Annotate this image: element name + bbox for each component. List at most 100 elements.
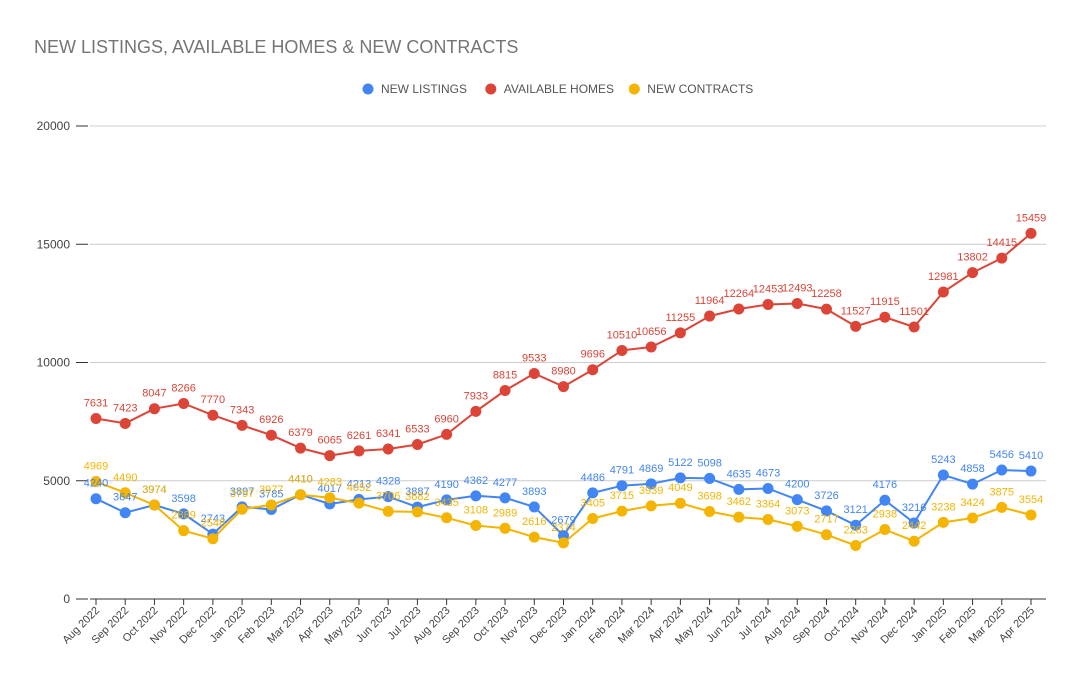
point-new-contracts-mar-2023	[295, 489, 307, 501]
point-new-contracts-nov-2023	[528, 531, 540, 543]
data-label-new-contracts-oct-2022: 3974	[142, 484, 166, 496]
data-label-new-listings-sep-2024: 3726	[814, 490, 838, 502]
point-new-contracts-aug-2023	[441, 512, 453, 524]
data-label-available-homes-apr-2024: 11255	[665, 312, 695, 324]
data-label-new-listings-may-2023: 4213	[347, 478, 371, 490]
point-available-homes-aug-2022	[90, 413, 102, 425]
data-label-available-homes-jan-2023: 7343	[230, 404, 254, 416]
point-new-listings-dec-2024	[908, 517, 920, 529]
point-new-contracts-jul-2024	[762, 513, 774, 525]
point-available-homes-nov-2024	[879, 311, 891, 323]
data-label-available-homes-nov-2024: 11915	[870, 296, 900, 308]
point-available-homes-apr-2025	[1025, 227, 1037, 239]
point-new-listings-jul-2024	[762, 482, 774, 494]
data-label-new-listings-jan-2024: 4486	[580, 472, 604, 484]
data-label-available-homes-dec-2022: 7770	[201, 394, 225, 406]
point-new-listings-nov-2022	[178, 508, 190, 520]
data-label-new-contracts-may-2024: 3698	[697, 491, 721, 503]
data-label-new-listings-mar-2024: 4869	[639, 463, 663, 475]
data-label-new-contracts-feb-2023: 3977	[259, 484, 283, 496]
point-available-homes-apr-2024	[674, 327, 686, 339]
data-label-new-contracts-may-2023: 4052	[347, 482, 371, 494]
point-available-homes-dec-2023	[558, 381, 569, 393]
legend-label-new-contracts: NEW CONTRACTS	[647, 82, 753, 96]
point-available-homes-feb-2024	[616, 344, 628, 356]
data-label-new-contracts-jun-2023: 3706	[376, 490, 400, 502]
point-new-listings-sep-2023	[470, 490, 482, 502]
data-label-new-contracts-feb-2025: 3424	[960, 497, 984, 509]
point-new-listings-aug-2022	[90, 493, 102, 505]
point-new-contracts-nov-2022	[178, 525, 190, 537]
data-label-new-contracts-oct-2024: 2263	[843, 524, 867, 536]
data-label-new-listings-jul-2023: 3887	[405, 486, 429, 498]
point-new-contracts-jun-2023	[382, 505, 394, 517]
point-available-homes-mar-2024	[645, 341, 657, 353]
data-label-available-homes-feb-2023: 6926	[259, 414, 283, 426]
point-available-homes-jan-2024	[587, 364, 599, 376]
point-new-listings-oct-2024	[850, 519, 862, 531]
point-new-listings-sep-2022	[119, 507, 131, 519]
data-label-new-contracts-mar-2024: 3939	[639, 485, 663, 497]
point-new-listings-aug-2024	[791, 494, 803, 506]
data-label-new-listings-oct-2024: 3121	[843, 504, 867, 516]
point-new-contracts-oct-2023	[499, 522, 511, 534]
data-label-available-homes-nov-2022: 8266	[171, 383, 195, 395]
gridlines	[90, 125, 1046, 600]
data-label-new-contracts-jul-2023: 3682	[405, 491, 429, 503]
data-label-new-contracts-jan-2024: 3405	[580, 497, 604, 509]
point-new-contracts-apr-2025	[1025, 509, 1037, 521]
data-label-available-homes-feb-2024: 10510	[607, 329, 638, 341]
legend: NEW LISTINGS AVAILABLE HOMES NEW CONTRACTS	[362, 82, 753, 96]
point-new-contracts-jan-2024	[587, 512, 599, 524]
point-available-homes-apr-2023	[324, 450, 336, 462]
data-label-available-homes-jan-2025: 12981	[928, 271, 959, 283]
point-available-homes-jan-2025	[937, 286, 949, 298]
data-label-available-homes-mar-2025: 14415	[986, 237, 1017, 249]
data-label-new-listings-mar-2025: 5456	[990, 449, 1014, 461]
data-label-new-listings-apr-2024: 5122	[668, 457, 692, 469]
data-label-available-homes-oct-2023: 8815	[493, 370, 517, 382]
data-label-new-listings-mar-2023: 4410	[288, 474, 312, 486]
data-label-new-contracts-aug-2023: 3435	[434, 497, 458, 509]
y-tick-label-15000: 15000	[37, 237, 71, 251]
data-label-available-homes-mar-2023: 6379	[288, 427, 312, 439]
point-available-homes-jul-2023	[411, 438, 423, 450]
series-layer	[90, 227, 1037, 551]
data-label-new-contracts-aug-2024: 3073	[785, 505, 809, 517]
point-new-contracts-dec-2022	[207, 533, 219, 545]
point-available-homes-mar-2023	[295, 442, 307, 454]
data-label-new-listings-sep-2023: 4362	[464, 475, 488, 487]
point-available-homes-feb-2023	[265, 429, 277, 441]
data-label-available-homes-jul-2023: 6533	[405, 423, 429, 435]
data-label-new-listings-jun-2024: 4635	[727, 468, 751, 480]
data-label-available-homes-oct-2022: 8047	[142, 388, 166, 400]
legend-label-new-listings: NEW LISTINGS	[381, 82, 467, 96]
point-new-contracts-feb-2025	[967, 512, 979, 524]
data-label-available-homes-aug-2022: 7631	[84, 398, 108, 410]
data-label-new-listings-nov-2022: 3598	[171, 493, 195, 505]
point-available-homes-sep-2023	[470, 405, 482, 417]
data-label-new-contracts-dec-2023: 2374	[551, 522, 575, 534]
data-label-new-contracts-apr-2023: 4283	[318, 477, 342, 489]
data-label-available-homes-jun-2024: 12264	[724, 288, 755, 300]
data-label-available-homes-aug-2024: 12493	[782, 283, 813, 295]
legend-swatch-new-contracts	[628, 83, 640, 95]
data-label-new-contracts-oct-2023: 2989	[493, 507, 517, 519]
point-available-homes-aug-2024	[791, 298, 803, 310]
data-labels-layer: 4240 3647 3974 3598 2743 3897 3785 4410 4017 4213…	[84, 212, 1047, 536]
point-available-homes-nov-2023	[528, 368, 540, 380]
data-label-new-listings-jan-2023: 3897	[230, 486, 254, 498]
data-label-available-homes-may-2023: 6261	[347, 430, 371, 442]
point-new-contracts-mar-2025	[996, 501, 1008, 513]
data-label-new-contracts-sep-2024: 2717	[814, 514, 838, 526]
point-new-listings-oct-2023	[499, 492, 511, 504]
point-new-contracts-may-2023	[353, 497, 365, 509]
point-available-homes-sep-2022	[119, 417, 131, 429]
point-new-listings-nov-2023	[528, 501, 540, 513]
point-available-homes-jun-2024	[733, 303, 745, 315]
data-label-new-listings-feb-2025: 4858	[960, 463, 984, 475]
data-label-new-contracts-mar-2025: 3875	[990, 486, 1014, 498]
point-available-homes-dec-2022	[207, 409, 219, 421]
data-label-new-contracts-jul-2024: 3364	[756, 498, 780, 510]
